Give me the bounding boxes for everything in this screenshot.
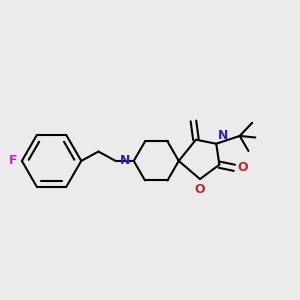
Text: F: F xyxy=(9,154,18,167)
Text: O: O xyxy=(238,161,248,174)
Text: N: N xyxy=(218,129,228,142)
Text: O: O xyxy=(195,183,205,196)
Text: N: N xyxy=(120,154,130,167)
